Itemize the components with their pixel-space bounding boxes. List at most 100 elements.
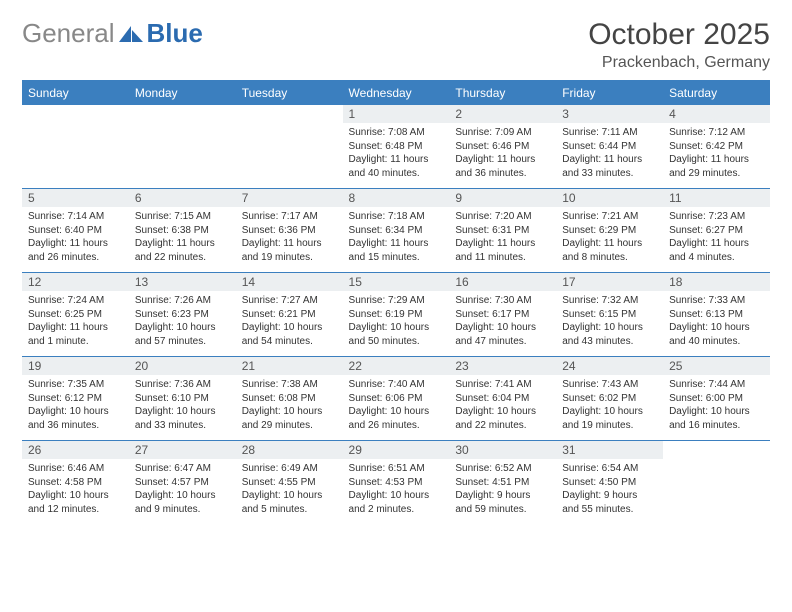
sunrise-label: Sunrise: 6:51 AM [349,462,444,476]
day-number: 11 [663,189,770,207]
sunrise-label: Sunrise: 6:52 AM [455,462,550,476]
daylight-line1: Daylight: 11 hours [562,237,657,251]
sunset-label: Sunset: 6:04 PM [455,392,550,406]
day-number: 21 [236,357,343,375]
day-number: 28 [236,441,343,459]
day-cell: 28Sunrise: 6:49 AMSunset: 4:55 PMDayligh… [236,441,343,525]
day-details: Sunrise: 6:52 AMSunset: 4:51 PMDaylight:… [449,459,556,524]
daylight-line1: Daylight: 10 hours [242,489,337,503]
day-cell: 21Sunrise: 7:38 AMSunset: 6:08 PMDayligh… [236,357,343,441]
daylight-line1: Daylight: 10 hours [28,405,123,419]
daylight-line2: and 26 minutes. [28,251,123,265]
day-number: 17 [556,273,663,291]
daylight-line2: and 15 minutes. [349,251,444,265]
day-cell: 23Sunrise: 7:41 AMSunset: 6:04 PMDayligh… [449,357,556,441]
daylight-line1: Daylight: 10 hours [669,405,764,419]
day-details: Sunrise: 7:30 AMSunset: 6:17 PMDaylight:… [449,291,556,356]
day-number: 31 [556,441,663,459]
dayhead-sat: Saturday [663,81,770,105]
day-cell: 4Sunrise: 7:12 AMSunset: 6:42 PMDaylight… [663,105,770,189]
daylight-line1: Daylight: 10 hours [28,489,123,503]
sunrise-label: Sunrise: 7:24 AM [28,294,123,308]
daylight-line1: Daylight: 10 hours [349,405,444,419]
day-cell: 11Sunrise: 7:23 AMSunset: 6:27 PMDayligh… [663,189,770,273]
day-number: 9 [449,189,556,207]
day-number: 4 [663,105,770,123]
sunrise-label: Sunrise: 7:11 AM [562,126,657,140]
day-cell: 26Sunrise: 6:46 AMSunset: 4:58 PMDayligh… [22,441,129,525]
day-cell: 5Sunrise: 7:14 AMSunset: 6:40 PMDaylight… [22,189,129,273]
sunset-label: Sunset: 6:29 PM [562,224,657,238]
day-details: Sunrise: 7:23 AMSunset: 6:27 PMDaylight:… [663,207,770,272]
daylight-line2: and 54 minutes. [242,335,337,349]
day-cell: .. [236,105,343,189]
daylight-line1: Daylight: 11 hours [349,237,444,251]
sunset-label: Sunset: 6:46 PM [455,140,550,154]
sunrise-label: Sunrise: 6:47 AM [135,462,230,476]
day-cell: 24Sunrise: 7:43 AMSunset: 6:02 PMDayligh… [556,357,663,441]
day-details: Sunrise: 7:18 AMSunset: 6:34 PMDaylight:… [343,207,450,272]
sunset-label: Sunset: 6:48 PM [349,140,444,154]
dayhead-sun: Sunday [22,81,129,105]
daylight-line2: and 22 minutes. [135,251,230,265]
day-details: Sunrise: 7:27 AMSunset: 6:21 PMDaylight:… [236,291,343,356]
daylight-line2: and 43 minutes. [562,335,657,349]
day-cell: 20Sunrise: 7:36 AMSunset: 6:10 PMDayligh… [129,357,236,441]
daylight-line2: and 57 minutes. [135,335,230,349]
daylight-line2: and 47 minutes. [455,335,550,349]
day-details: Sunrise: 6:49 AMSunset: 4:55 PMDaylight:… [236,459,343,524]
sunset-label: Sunset: 6:27 PM [669,224,764,238]
sunrise-label: Sunrise: 7:40 AM [349,378,444,392]
sunrise-label: Sunrise: 7:32 AM [562,294,657,308]
day-cell: 10Sunrise: 7:21 AMSunset: 6:29 PMDayligh… [556,189,663,273]
sunset-label: Sunset: 6:34 PM [349,224,444,238]
sunset-label: Sunset: 6:10 PM [135,392,230,406]
daylight-line2: and 19 minutes. [242,251,337,265]
daylight-line2: and 19 minutes. [562,419,657,433]
sunset-label: Sunset: 4:57 PM [135,476,230,490]
day-number: 6 [129,189,236,207]
day-details: Sunrise: 7:08 AMSunset: 6:48 PMDaylight:… [343,123,450,188]
day-number: 29 [343,441,450,459]
sunset-label: Sunset: 4:51 PM [455,476,550,490]
day-cell: 16Sunrise: 7:30 AMSunset: 6:17 PMDayligh… [449,273,556,357]
day-number: 30 [449,441,556,459]
daylight-line1: Daylight: 11 hours [242,237,337,251]
day-cell: 9Sunrise: 7:20 AMSunset: 6:31 PMDaylight… [449,189,556,273]
day-number: 1 [343,105,450,123]
day-number: 20 [129,357,236,375]
daylight-line1: Daylight: 11 hours [135,237,230,251]
day-number: 22 [343,357,450,375]
daylight-line1: Daylight: 10 hours [135,405,230,419]
sunset-label: Sunset: 4:53 PM [349,476,444,490]
daylight-line1: Daylight: 11 hours [455,153,550,167]
dayhead-tue: Tuesday [236,81,343,105]
day-number: 3 [556,105,663,123]
day-details: Sunrise: 6:51 AMSunset: 4:53 PMDaylight:… [343,459,450,524]
day-number: 18 [663,273,770,291]
daylight-line2: and 33 minutes. [562,167,657,181]
day-details: Sunrise: 7:12 AMSunset: 6:42 PMDaylight:… [663,123,770,188]
day-details: Sunrise: 7:33 AMSunset: 6:13 PMDaylight:… [663,291,770,356]
day-details: Sunrise: 7:29 AMSunset: 6:19 PMDaylight:… [343,291,450,356]
day-number: 7 [236,189,343,207]
daylight-line2: and 55 minutes. [562,503,657,517]
daylight-line1: Daylight: 11 hours [669,237,764,251]
sail-icon [117,24,145,44]
daylight-line2: and 40 minutes. [349,167,444,181]
sunset-label: Sunset: 4:58 PM [28,476,123,490]
sunset-label: Sunset: 6:40 PM [28,224,123,238]
day-details: Sunrise: 7:21 AMSunset: 6:29 PMDaylight:… [556,207,663,272]
daylight-line1: Daylight: 11 hours [28,237,123,251]
sunset-label: Sunset: 6:23 PM [135,308,230,322]
dayhead-thu: Thursday [449,81,556,105]
sunrise-label: Sunrise: 6:46 AM [28,462,123,476]
daylight-line2: and 50 minutes. [349,335,444,349]
daylight-line1: Daylight: 10 hours [455,321,550,335]
day-details: Sunrise: 7:32 AMSunset: 6:15 PMDaylight:… [556,291,663,356]
sunrise-label: Sunrise: 7:18 AM [349,210,444,224]
day-details: Sunrise: 7:40 AMSunset: 6:06 PMDaylight:… [343,375,450,440]
day-number: 15 [343,273,450,291]
day-cell: 31Sunrise: 6:54 AMSunset: 4:50 PMDayligh… [556,441,663,525]
daylight-line2: and 40 minutes. [669,335,764,349]
